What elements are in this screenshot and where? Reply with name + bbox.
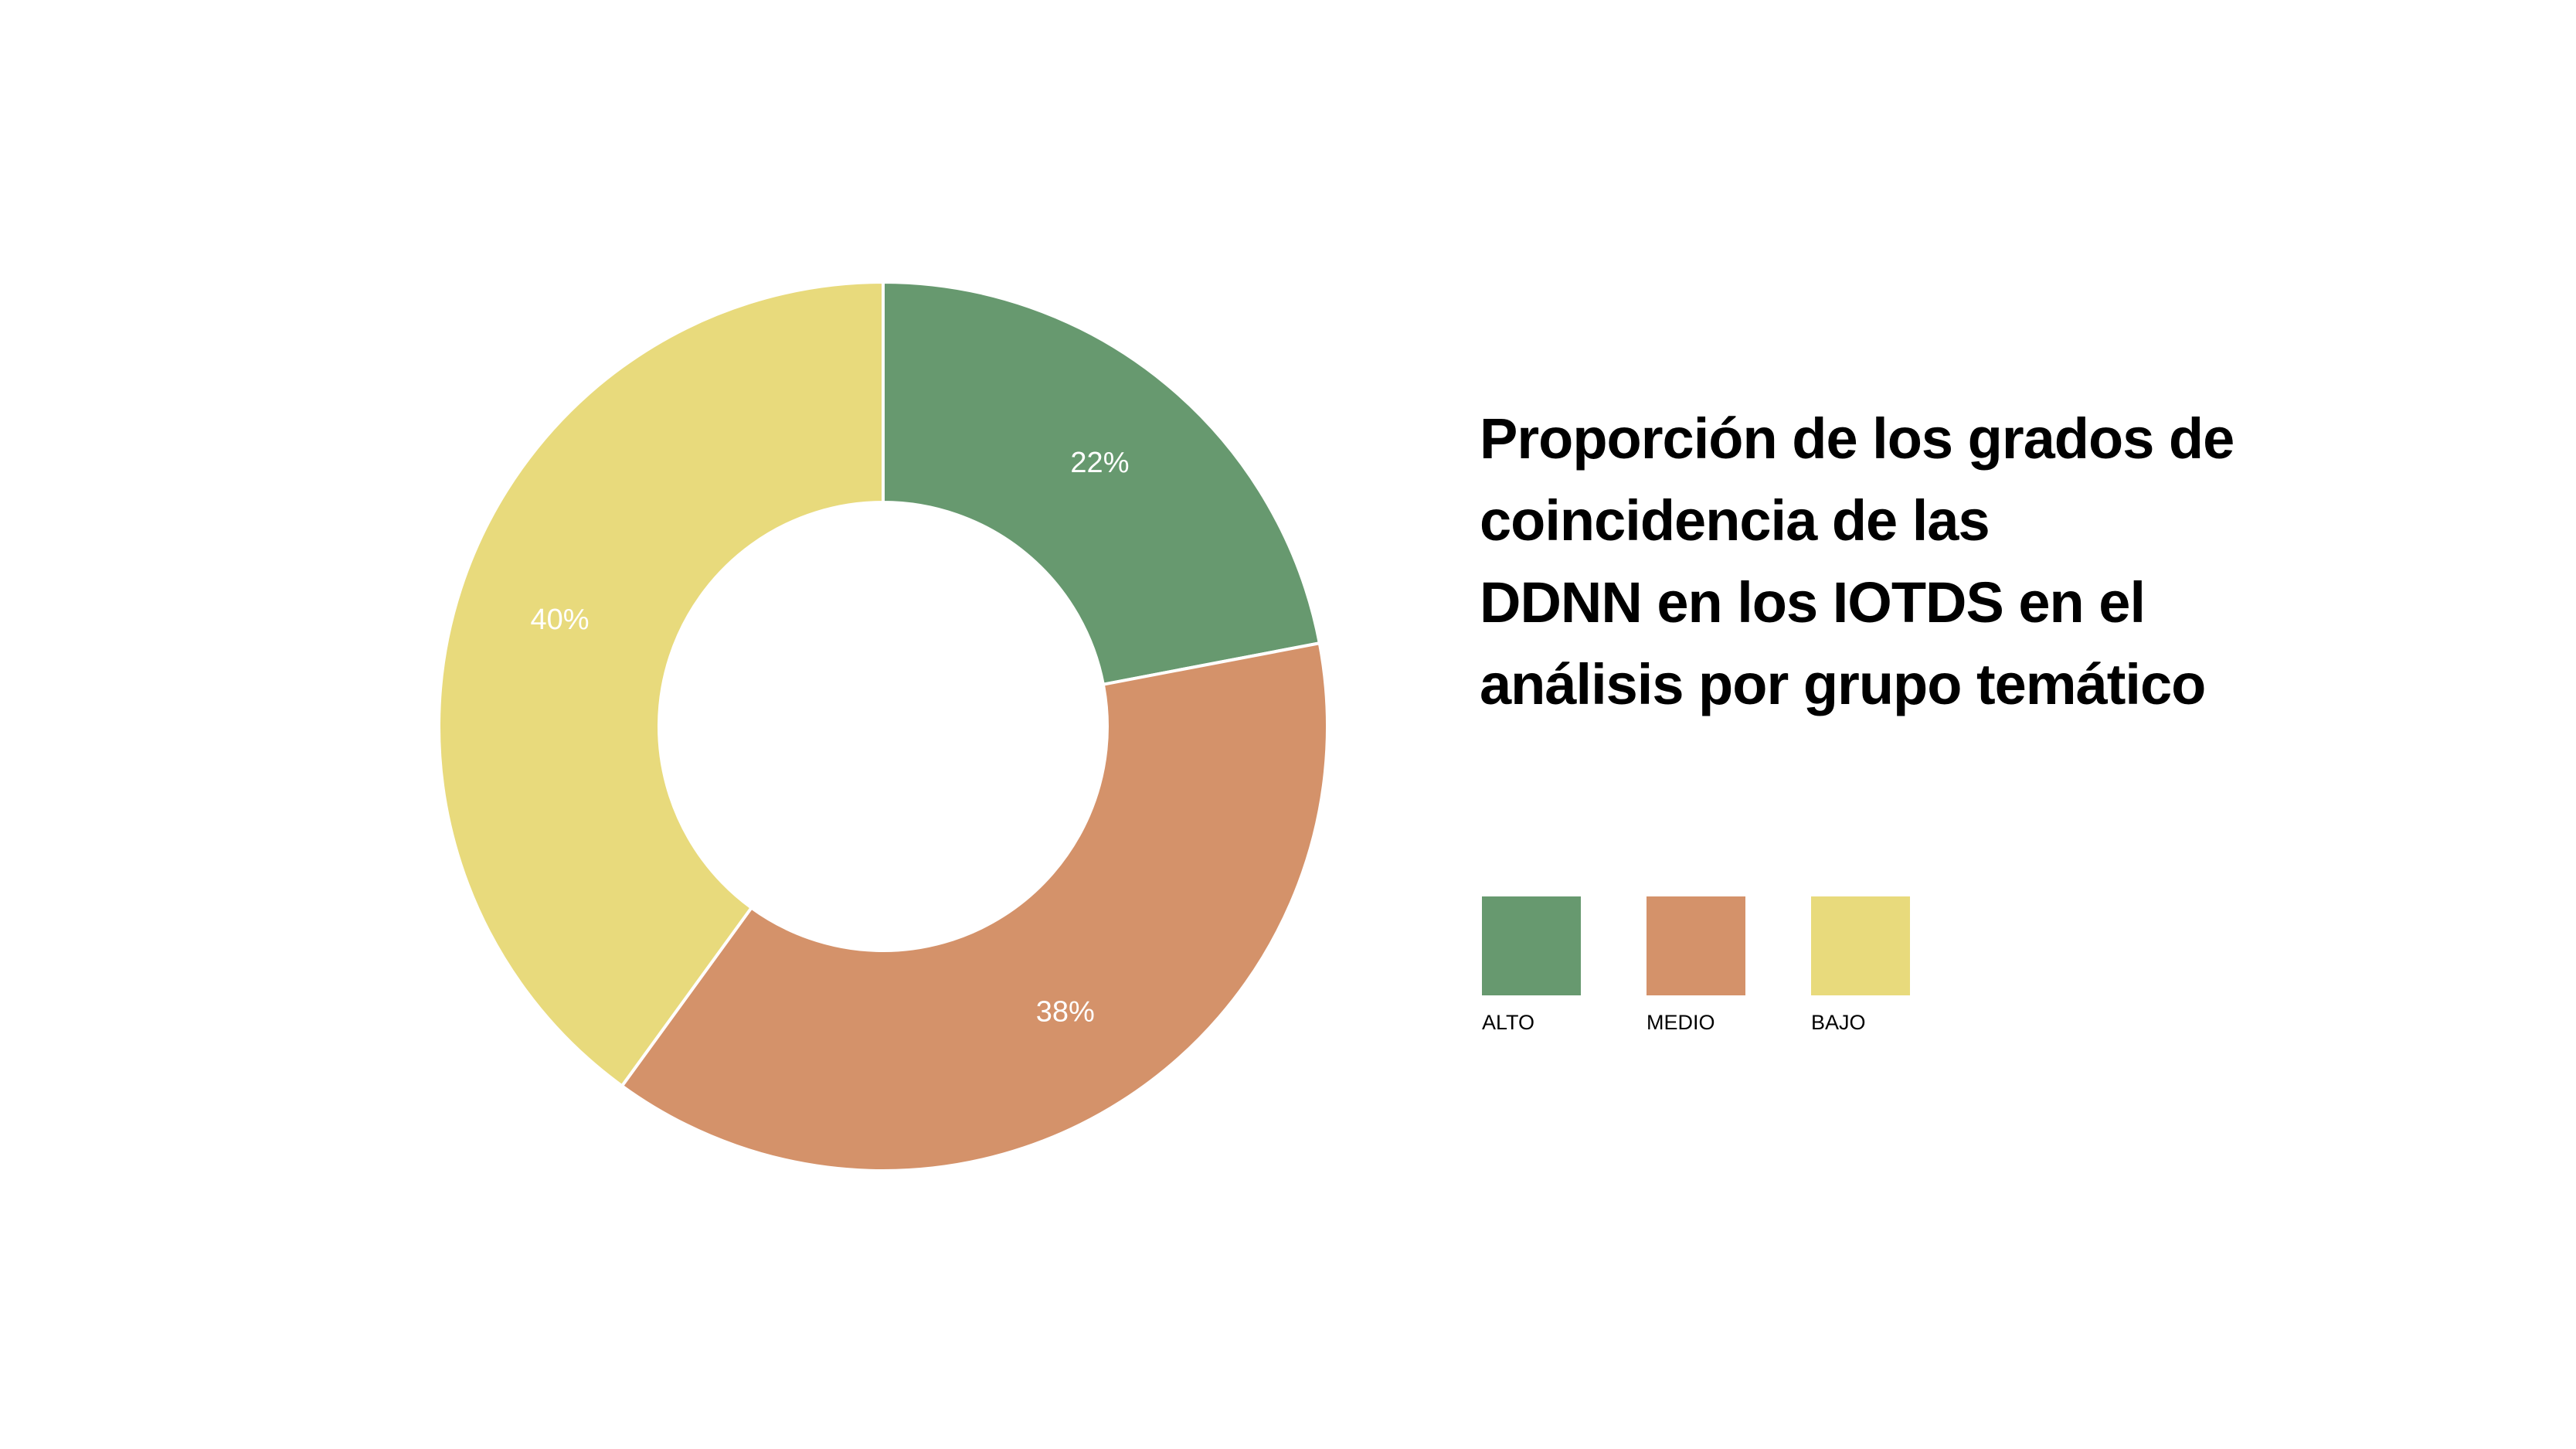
legend-label-alto: ALTO [1482,1011,1535,1034]
legend-swatch-medio [1647,896,1745,995]
chart-title-line-2: coincidencia de las [1480,488,1990,553]
slice-bajo [437,280,885,1088]
slice-label-alto: 22% [1070,447,1129,479]
slice-label-medio: 38% [1036,996,1095,1029]
chart-title-line-4: análisis por grupo temático [1480,652,2206,716]
legend-label-medio: MEDIO [1647,1011,1715,1034]
chart-title-line-3: DDNN en los IOTDS en el [1480,570,2146,634]
legend-item-alto: ALTO [1482,896,1636,1035]
legend-swatch-alto [1482,896,1581,995]
slice-label-bajo: 40% [531,604,590,636]
chart-title-line-1: Proporción de los grados de [1480,406,2234,471]
legend-item-bajo: BAJO [1811,896,1966,1035]
donut-chart: 22% 38% 40% [437,280,1329,1172]
chart-title: Proporción de los grados de coincidencia… [1480,398,2252,726]
legend-swatch-bajo [1811,896,1910,995]
legend-item-medio: MEDIO [1647,896,1801,1035]
slice-alto [882,280,1322,686]
slice-medio [620,641,1329,1172]
legend-label-bajo: BAJO [1811,1011,1866,1034]
